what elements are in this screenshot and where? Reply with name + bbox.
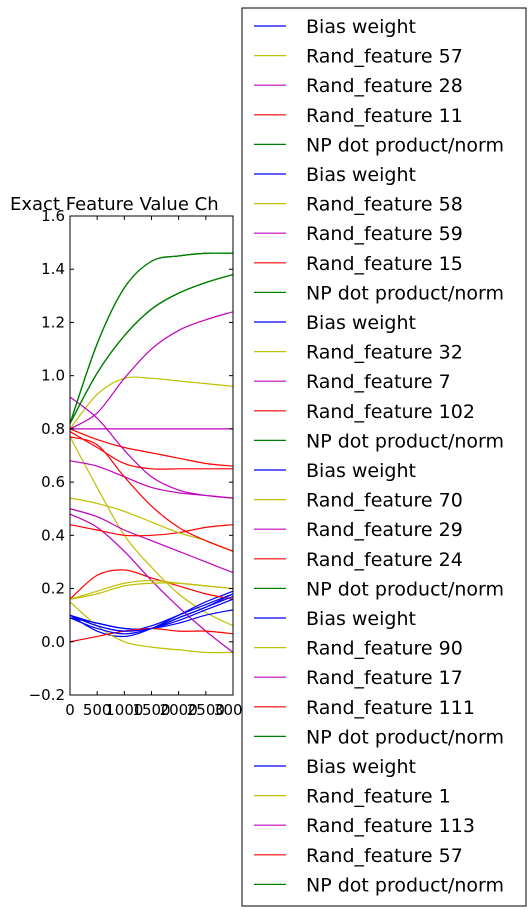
legend-item: NP dot product/norm bbox=[254, 430, 504, 452]
legend-label: NP dot product/norm bbox=[306, 430, 504, 452]
y-tick-label: 0.0 bbox=[41, 633, 65, 651]
legend-label: Rand_feature 29 bbox=[306, 519, 463, 541]
legend-item: NP dot product/norm bbox=[254, 874, 504, 896]
legend-label: Rand_feature 57 bbox=[306, 845, 463, 867]
plot-area: −0.2 0.0 0.2 0.4 0.6 0.8 1.0 1.2 1.4 1.6 0 5001000… bbox=[29, 207, 253, 719]
legend-label: NP dot product/norm bbox=[306, 578, 504, 600]
x-tick-label: 0 bbox=[65, 701, 75, 719]
y-tick-label: 1.6 bbox=[41, 207, 65, 225]
y-tick-label: 1.0 bbox=[41, 367, 65, 385]
legend-label: Rand_feature 102 bbox=[306, 401, 475, 423]
legend-item: Rand_feature 29 bbox=[254, 519, 463, 541]
legend-item: NP dot product/norm bbox=[254, 578, 504, 600]
series-line-2 bbox=[70, 508, 233, 574]
y-tick-label: 0.2 bbox=[41, 580, 65, 598]
series-line-28 bbox=[70, 436, 233, 552]
series-line-11 bbox=[70, 376, 233, 430]
legend-item: Rand_feature 11 bbox=[254, 105, 463, 127]
series-line-26 bbox=[70, 582, 233, 600]
legend-label: Rand_feature 57 bbox=[306, 46, 463, 68]
legend-item: Rand_feature 111 bbox=[254, 697, 475, 719]
legend-label: NP dot product/norm bbox=[306, 726, 504, 748]
legend-item: Bias weight bbox=[254, 312, 416, 334]
legend-item: Rand_feature 28 bbox=[254, 75, 463, 97]
legend-item: Bias weight bbox=[254, 756, 416, 778]
y-tick-label: 0.6 bbox=[41, 473, 65, 491]
legend-label: Rand_feature 113 bbox=[306, 815, 475, 837]
y-tick-label: 1.2 bbox=[41, 313, 65, 331]
legend-label: Rand_feature 17 bbox=[306, 667, 463, 689]
legend-label: Rand_feature 111 bbox=[306, 697, 475, 719]
series-line-13 bbox=[70, 524, 233, 537]
series-line-29 bbox=[70, 273, 233, 424]
legend-item: Rand_feature 57 bbox=[254, 46, 463, 68]
x-tick-label: 2500 bbox=[187, 701, 225, 719]
legend-item: Bias weight bbox=[254, 16, 416, 38]
x-tick-label: 500 bbox=[83, 701, 112, 719]
legend-frame bbox=[241, 7, 527, 907]
legend-label: Rand_feature 90 bbox=[306, 638, 463, 660]
legend-item: Rand_feature 113 bbox=[254, 815, 475, 837]
x-tick-label: 1500 bbox=[132, 701, 170, 719]
legend-item: Rand_feature 17 bbox=[254, 667, 463, 689]
series-line-27 bbox=[70, 311, 233, 430]
legend: Bias weight Rand_feature 57 Rand_feature 2… bbox=[241, 7, 527, 907]
series-line-3 bbox=[70, 428, 233, 467]
x-tick-label: 1000 bbox=[105, 701, 143, 719]
legend-item: Rand_feature 15 bbox=[254, 253, 463, 275]
legend-label: Rand_feature 15 bbox=[306, 253, 463, 275]
legend-item: Bias weight bbox=[254, 460, 416, 482]
series-line-25 bbox=[70, 598, 233, 632]
legend-label: Rand_feature 7 bbox=[306, 371, 451, 393]
legend-label: NP dot product/norm bbox=[306, 282, 504, 304]
legend-item: Bias weight bbox=[254, 608, 416, 630]
legend-item: Rand_feature 102 bbox=[254, 401, 475, 423]
legend-item: Bias weight bbox=[254, 164, 416, 186]
legend-item: Rand_feature 90 bbox=[254, 638, 463, 660]
legend-item: Rand_feature 70 bbox=[254, 490, 463, 512]
legend-label: Rand_feature 24 bbox=[306, 549, 463, 571]
legend-label: Rand_feature 11 bbox=[306, 105, 463, 127]
legend-label: Rand_feature 58 bbox=[306, 194, 463, 216]
x-tick-label: 2000 bbox=[160, 701, 198, 719]
series-line-22 bbox=[70, 396, 233, 499]
series-line-24 bbox=[70, 252, 233, 424]
series-line-1 bbox=[70, 436, 233, 627]
legend-label: Rand_feature 28 bbox=[306, 75, 463, 97]
legend-label: Rand_feature 59 bbox=[306, 223, 463, 245]
y-axis: −0.2 0.0 0.2 0.4 0.6 0.8 1.0 1.2 1.4 1.6 bbox=[29, 207, 233, 704]
legend-label: NP dot product/norm bbox=[306, 134, 504, 156]
y-tick-label: 0.8 bbox=[41, 420, 65, 438]
legend-label: Rand_feature 32 bbox=[306, 342, 463, 364]
legend-item: NP dot product/norm bbox=[254, 134, 504, 156]
legend-item: NP dot product/norm bbox=[254, 726, 504, 748]
chart-title: Exact Feature Value Ch bbox=[10, 194, 219, 215]
y-tick-label: −0.2 bbox=[29, 686, 65, 704]
legend-item: Rand_feature 1 bbox=[254, 786, 451, 808]
series-lines bbox=[70, 252, 233, 654]
legend-label: Bias weight bbox=[306, 608, 416, 630]
legend-item: Rand_feature 32 bbox=[254, 342, 463, 364]
legend-label: Rand_feature 70 bbox=[306, 490, 463, 512]
legend-item: Rand_feature 57 bbox=[254, 845, 463, 867]
legend-item: Rand_feature 24 bbox=[254, 549, 463, 571]
legend-item: Rand_feature 59 bbox=[254, 223, 463, 245]
legend-label: Bias weight bbox=[306, 164, 416, 186]
legend-item: NP dot product/norm bbox=[254, 282, 504, 304]
legend-label: Bias weight bbox=[306, 460, 416, 482]
series-line-23 bbox=[70, 431, 233, 470]
legend-label: Bias weight bbox=[306, 16, 416, 38]
y-tick-label: 0.4 bbox=[41, 526, 65, 544]
legend-label: Rand_feature 1 bbox=[306, 786, 451, 808]
legend-item: Rand_feature 58 bbox=[254, 194, 463, 216]
legend-label: Bias weight bbox=[306, 312, 416, 334]
legend-label: Bias weight bbox=[306, 756, 416, 778]
legend-item: Rand_feature 7 bbox=[254, 371, 451, 393]
series-line-8 bbox=[70, 569, 233, 600]
legend-label: NP dot product/norm bbox=[306, 874, 504, 896]
y-tick-label: 1.4 bbox=[41, 260, 65, 278]
